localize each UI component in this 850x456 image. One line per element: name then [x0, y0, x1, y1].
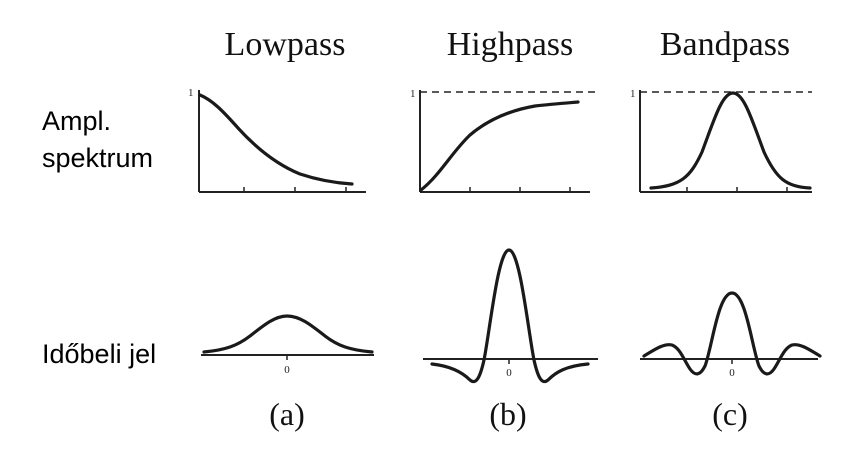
lowpass-spectrum-curve [198, 93, 354, 186]
bandpass-zero-label: 0 [729, 367, 735, 379]
sublabel-c: (c) [712, 396, 748, 432]
sublabel-b: (b) [489, 396, 526, 432]
highpass-one-tick-label: 1 [410, 88, 416, 100]
title-bandpass: Bandpass [660, 26, 790, 63]
highpass-time-panel: 0 [423, 248, 598, 384]
title-highpass: Highpass [447, 26, 574, 63]
highpass-spectrum-panel: 1 [410, 88, 596, 193]
lowpass-time-curve [202, 314, 374, 354]
highpass-zero-label: 0 [506, 367, 512, 379]
bandpass-time-curve [642, 291, 822, 376]
lowpass-one-tick-label: 1 [188, 87, 194, 99]
title-lowpass: Lowpass [225, 26, 346, 63]
row-label-spectrum-line2: spektrum [42, 143, 153, 173]
bandpass-spectrum-panel: 1 [630, 88, 812, 193]
lowpass-time-panel: 0 [201, 314, 374, 376]
bandpass-spectrum-curve [649, 91, 812, 190]
bandpass-one-tick-label: 1 [630, 88, 636, 100]
sublabel-a: (a) [269, 396, 305, 432]
highpass-time-curve [430, 248, 590, 384]
lowpass-spectrum-panel: 1 [188, 87, 366, 193]
highpass-spectrum-curve [419, 100, 580, 192]
bandpass-time-panel: 0 [640, 291, 822, 379]
lowpass-zero-label: 0 [284, 364, 290, 376]
row-label-time: Időbeli jel [42, 339, 156, 369]
row-label-spectrum-line1: Ampl. [42, 106, 111, 136]
